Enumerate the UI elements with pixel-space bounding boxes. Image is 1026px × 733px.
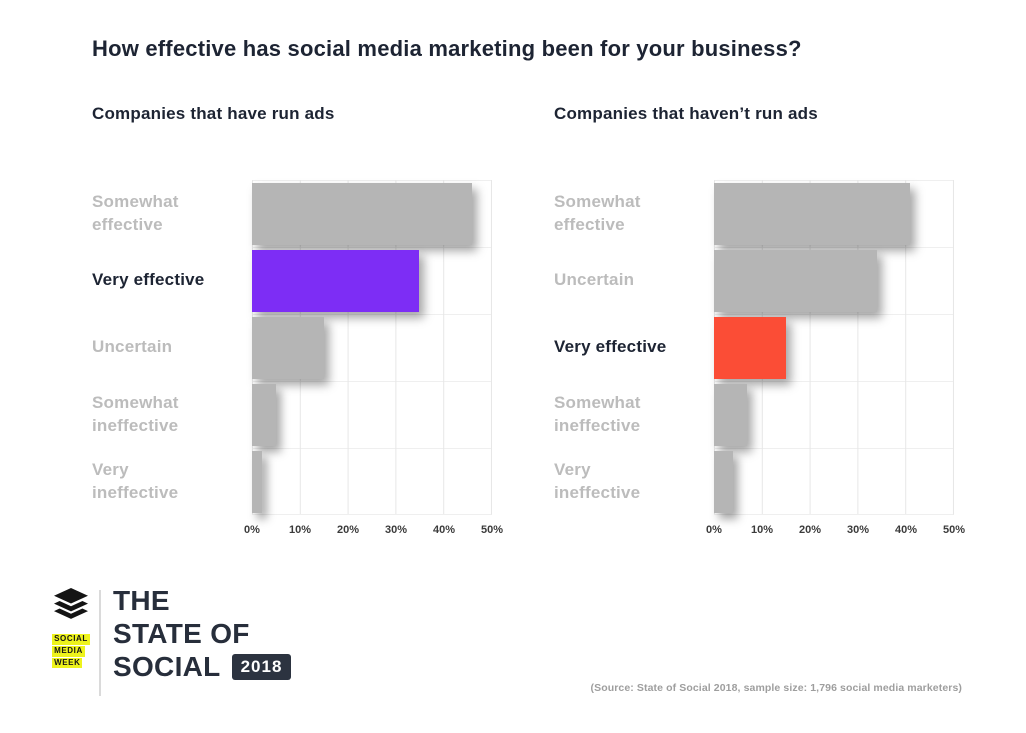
org-name: SOCIAL MEDIA WEEK — [52, 634, 90, 669]
bar — [714, 249, 877, 312]
x-axis: 0% 10% 20% 30% 40% 50% — [706, 524, 965, 540]
x-axis-tick: 50% — [480, 524, 504, 536]
x-axis-tick: 30% — [846, 524, 870, 536]
bar — [714, 316, 786, 379]
x-axis: 0% 10% 20% 30% 40% 50% — [244, 524, 503, 540]
bar-row — [714, 180, 953, 247]
bar-row — [252, 180, 491, 247]
report-title-line: STATE OF — [113, 617, 250, 649]
social-media-week-brand: SOCIAL MEDIA WEEK — [48, 588, 94, 669]
page-title: How effective has social media marketing… — [92, 36, 802, 61]
chart-subtitle: Companies that haven’t run ads — [554, 104, 818, 123]
year-badge: 2018 — [231, 654, 292, 680]
report-title-line: SOCIAL — [113, 650, 221, 682]
bar — [714, 182, 910, 245]
bar — [252, 383, 276, 446]
chart-body: Somewhat effective Very effective Uncertain… — [92, 180, 504, 540]
x-axis-tick: 40% — [894, 524, 918, 536]
org-name-line: WEEK — [52, 657, 83, 669]
bar — [252, 450, 262, 513]
category-label: Very ineffective — [92, 460, 179, 502]
x-axis-tick: 40% — [432, 524, 456, 536]
plot-area — [252, 180, 492, 515]
category-label: Uncertain — [554, 270, 635, 290]
bar — [714, 450, 734, 513]
x-axis-tick: 30% — [384, 524, 408, 536]
chart-companies-run-ads: Companies that have run ads Somewhat effe… — [92, 104, 504, 540]
category-label: Somewhat effective — [92, 192, 179, 234]
bar — [252, 316, 324, 379]
buffer-layers-icon — [52, 588, 90, 627]
bar — [714, 383, 748, 446]
x-axis-tick: 20% — [798, 524, 822, 536]
bar-row — [714, 381, 953, 448]
chart-companies-no-ads: Companies that haven’t run ads Somewhat e… — [554, 104, 966, 540]
chart-body: Somewhat effective Uncertain Very effective… — [554, 180, 966, 540]
footer-divider — [99, 590, 101, 696]
x-axis-tick: 10% — [750, 524, 774, 536]
x-axis-tick: 10% — [288, 524, 312, 536]
category-label: Somewhat effective — [554, 192, 641, 234]
bar — [252, 249, 420, 312]
category-label: Somewhat ineffective — [92, 393, 179, 435]
org-name-line: MEDIA — [52, 645, 85, 657]
report-title-line: THE — [113, 585, 170, 616]
bar-row — [714, 448, 953, 515]
category-label: Very effective — [92, 270, 205, 290]
bar-row — [714, 247, 953, 314]
source-note: (Source: State of Social 2018, sample si… — [590, 682, 962, 694]
category-labels: Somewhat effective Very effective Uncertain… — [92, 180, 252, 515]
org-name-line: SOCIAL — [52, 634, 90, 645]
bar-row — [252, 448, 491, 515]
bar-row — [714, 314, 953, 381]
category-label: Somewhat ineffective — [554, 393, 641, 435]
plot-area — [714, 180, 954, 515]
x-axis-tick: 0% — [706, 524, 722, 536]
x-axis-tick: 20% — [336, 524, 360, 536]
bar — [252, 182, 472, 245]
x-axis-tick: 0% — [244, 524, 260, 536]
category-label: Very effective — [554, 337, 667, 357]
category-label: Very ineffective — [554, 460, 641, 502]
category-labels: Somewhat effective Uncertain Very effective… — [554, 180, 714, 515]
bar-row — [252, 381, 491, 448]
report-title: THE STATE OF SOCIAL 2018 — [113, 585, 292, 683]
chart-subtitle: Companies that have run ads — [92, 104, 335, 123]
bar-row — [252, 314, 491, 381]
x-axis-tick: 50% — [942, 524, 966, 536]
bar-row — [252, 247, 491, 314]
category-label: Uncertain — [92, 337, 173, 357]
